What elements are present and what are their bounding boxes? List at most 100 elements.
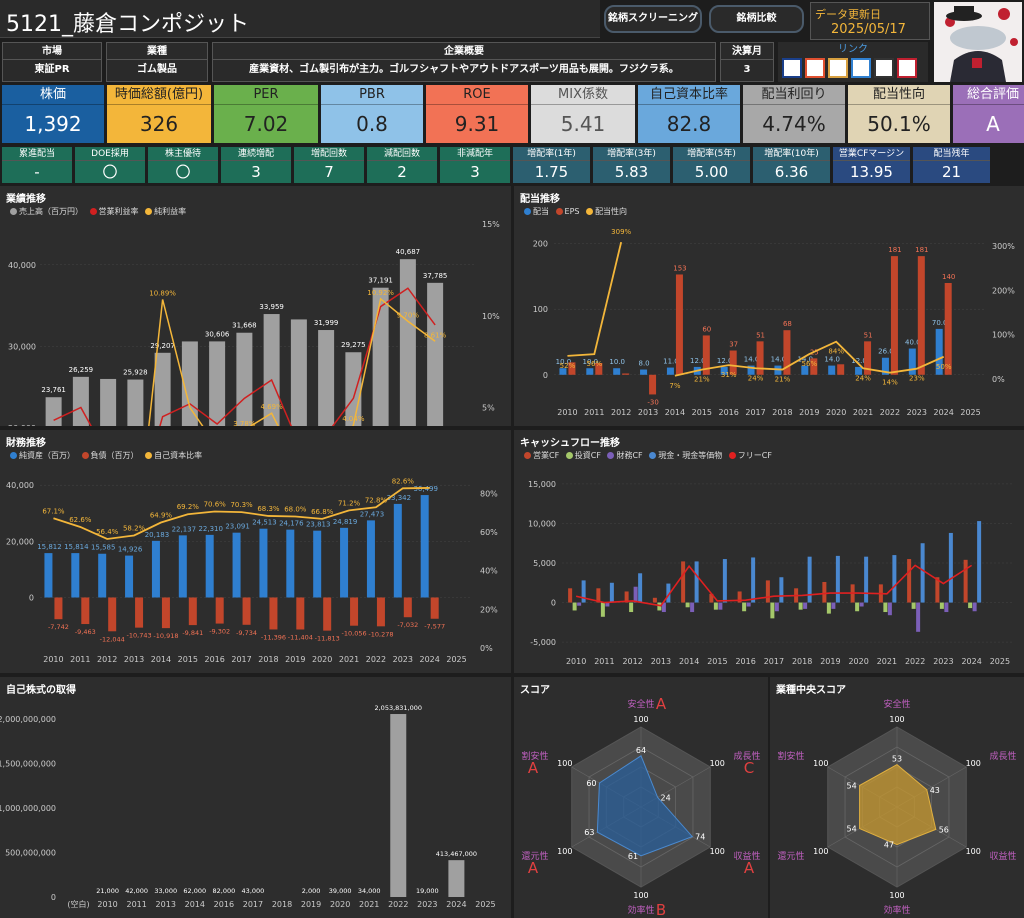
kpi-1: 時価総額(億円) 326: [107, 85, 211, 143]
radar-max-label: 100: [889, 891, 904, 900]
dividend-label: 14.0: [798, 356, 814, 364]
eps-bar: [568, 362, 576, 375]
eps-bar: [649, 374, 657, 395]
eps-label: 181: [915, 246, 928, 254]
equity-bar: [44, 553, 53, 598]
dividend-bar: [720, 366, 728, 375]
equity-label: 22,137: [172, 525, 197, 533]
subkpi-value: -: [34, 163, 40, 181]
industry-value: ゴム製品: [137, 64, 177, 75]
net-margin-label: 10.92%: [367, 289, 394, 297]
liab-bar: [242, 597, 251, 625]
compare-button[interactable]: 銘柄比較: [709, 5, 804, 33]
kpi-value: 7.02: [243, 112, 289, 136]
y-tick: 20,000: [8, 424, 36, 426]
x-tick: 2021: [339, 655, 359, 664]
dividend-label: 14.0: [824, 356, 840, 364]
radar-grade: B: [656, 901, 666, 918]
liab-bar: [323, 597, 332, 631]
liab-label: -10,918: [153, 632, 178, 640]
liab-bar: [188, 597, 197, 626]
kabunushi-yutai-icon[interactable]: [897, 58, 917, 78]
buyback-bar: [448, 860, 465, 897]
subkpi-label: 増配率(5年): [673, 147, 750, 161]
title-bar: 5121_藤倉コンポジット: [0, 0, 600, 38]
buyback-label: 413,467,000: [436, 850, 477, 858]
subkpi-label: 配当残年: [913, 147, 990, 161]
sales-bar: [181, 341, 198, 426]
ratio-label: 69.2%: [177, 503, 200, 511]
y2-tick: 200%: [992, 286, 1015, 295]
radar-axis-label: 割安性: [777, 750, 804, 762]
kpi-5: MIX係数 5.41: [531, 85, 635, 143]
buyback-label: 39,000: [329, 887, 352, 895]
op-cf-bar: [681, 561, 686, 603]
x-tick: 2015: [692, 408, 712, 417]
legend-zaimu: 純資産（百万） 負債（百万） 自己資本比率: [6, 450, 202, 461]
y-tick: 40,000: [8, 261, 36, 270]
x-tick: 2017: [764, 657, 784, 666]
radar-value: 74: [695, 833, 705, 842]
liab-label: -11,813: [315, 635, 340, 643]
radar-max-label: 100: [813, 759, 828, 768]
radar-grade: A: [656, 695, 667, 713]
payout-label: 14%: [882, 379, 898, 387]
dividend-bar: [747, 365, 755, 375]
legend-op-cf: 営業CF: [533, 451, 560, 460]
y-tick: 200: [533, 240, 548, 249]
y2-tick: 20%: [480, 605, 498, 614]
radar-value: 47: [884, 841, 894, 850]
payout-label: 56%: [587, 360, 603, 368]
irbank-icon[interactable]: [782, 58, 802, 78]
kabutan-icon[interactable]: [805, 58, 825, 78]
kpi-label: MIX係数: [531, 85, 635, 105]
subkpi-3: 連続増配 3: [221, 147, 291, 183]
inv-cf-bar: [685, 602, 690, 608]
chart-title-gyoseki: 業績推移: [6, 194, 46, 205]
inv-cf-bar: [600, 602, 605, 617]
x-tick: 2023: [393, 655, 413, 664]
liab-bar: [81, 597, 90, 625]
x-tick: 2015: [178, 655, 198, 664]
radar-axis-label: 安全性: [883, 698, 910, 710]
buyback-bar: [390, 714, 407, 897]
liab-label: -10,743: [127, 632, 152, 640]
radar-max-label: 100: [557, 759, 572, 768]
y-tick: 100: [533, 305, 548, 314]
ratio-label: 62.6%: [69, 516, 92, 524]
x-tick: 2019: [820, 657, 840, 666]
sales-bar: [318, 330, 335, 426]
chart-haito: 0 100 200 0% 100% 200% 300% 2010 2011 2012 2013 201…: [533, 228, 1016, 417]
screening-button[interactable]: 銘柄スクリーニング: [604, 5, 702, 33]
subkpi-value: 3: [251, 163, 261, 181]
kpi-7: 配当利回り 4.74%: [743, 85, 845, 143]
subkpi-6: 非減配年 3: [440, 147, 510, 183]
radar-value: 24: [661, 793, 671, 802]
buyback-label: 42,000: [125, 887, 148, 895]
chart-icon[interactable]: [851, 58, 871, 78]
x-tick: 2024: [934, 408, 954, 417]
kpi-8: 配当性向 50.1%: [848, 85, 950, 143]
nikkei-icon[interactable]: [874, 58, 894, 78]
industry-score-title: 業種中央スコア: [776, 685, 846, 696]
dividend-label: 12.0: [851, 357, 867, 365]
x-tick: 2021: [877, 657, 897, 666]
y2-tick: 60%: [480, 528, 498, 537]
liab-bar: [54, 597, 63, 620]
radar-max-label: 100: [557, 847, 572, 856]
dividend-label: 8.0: [638, 360, 649, 368]
equity-bar: [232, 532, 241, 598]
subkpi-value: 21: [941, 163, 962, 181]
subkpi-4: 増配回数 7: [294, 147, 364, 183]
radar-value: 43: [930, 786, 940, 795]
subkpi-value: 3: [470, 163, 480, 181]
sales-bar: [209, 341, 226, 426]
payout-label: 24%: [855, 374, 871, 382]
buyback-label: 33,000: [154, 887, 177, 895]
ratio-label: 72.8%: [365, 496, 388, 504]
radar-axis-label: 割安性: [521, 750, 548, 762]
person-icon[interactable]: [828, 58, 848, 78]
panel-score: スコア 64 24 74 61 63 60 100 100 100 100 100 100 安全性 成長性…: [514, 677, 768, 918]
y-tick: 20,000: [6, 537, 34, 546]
payout-label: 21%: [694, 376, 710, 384]
